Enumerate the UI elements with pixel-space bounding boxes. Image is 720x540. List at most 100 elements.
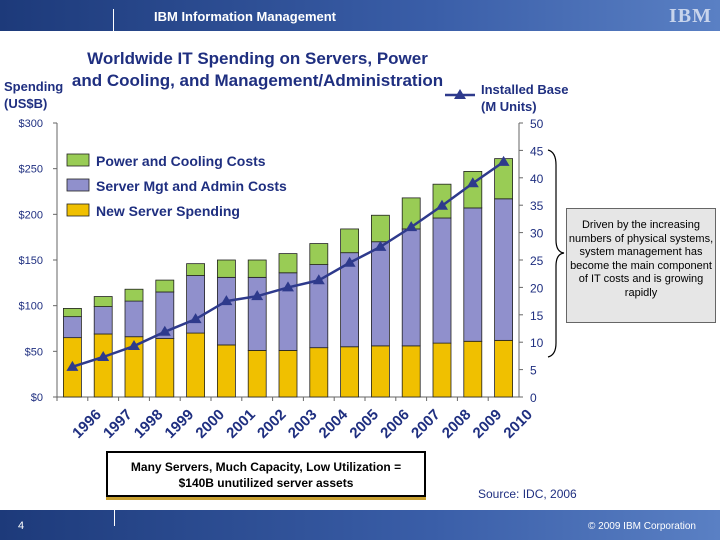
bar-mgt-admin: [63, 316, 82, 339]
bar-power-cooling: [463, 171, 483, 209]
annotation-note: Driven by the increasing numbers of phys…: [566, 208, 716, 323]
x-tick-label: 2003: [285, 406, 321, 442]
installed-base-marker: [282, 281, 294, 292]
legend-swatch: [66, 178, 90, 192]
installed-base-marker: [128, 340, 140, 351]
bar-new-server: [340, 346, 360, 398]
bar-power-cooling: [309, 243, 329, 265]
y-tick-label: $250: [19, 164, 43, 176]
footer-divider: [114, 510, 115, 526]
bar-new-server: [186, 332, 206, 398]
bar-power-cooling: [370, 214, 390, 243]
bar-power-cooling: [93, 296, 113, 307]
installed-base-marker: [497, 155, 510, 166]
x-tick-label: 2008: [439, 406, 475, 442]
bar-power-cooling: [63, 308, 82, 318]
legend-swatch: [66, 203, 90, 217]
y-tick-label: $0: [31, 392, 43, 404]
y-tick-label: $50: [25, 346, 43, 358]
bar-mgt-admin: [494, 198, 514, 341]
x-tick-label: 2000: [192, 406, 228, 442]
x-tick-label: 2006: [377, 406, 413, 442]
bar-new-server: [494, 339, 514, 398]
bar-power-cooling: [247, 259, 267, 278]
x-tick-label: 2010: [500, 406, 536, 442]
bar-mgt-admin: [124, 300, 144, 338]
y-tick-label: $150: [19, 255, 43, 267]
y2-tick-label: 30: [530, 227, 544, 241]
y2-tick-label: 35: [530, 199, 544, 213]
bar-new-server: [93, 333, 113, 398]
legend-swatch: [66, 153, 90, 167]
callout-line2: $140B unutilized server assets: [178, 476, 354, 490]
y2-tick-label: 25: [530, 254, 544, 268]
header-divider: [113, 9, 114, 31]
x-tick-label: 1997: [100, 406, 136, 442]
bar-mgt-admin: [370, 241, 390, 347]
installed-base-marker: [466, 177, 479, 188]
y2-tick-label: 15: [530, 309, 544, 323]
callout-box: Many Servers, Much Capacity, Low Utiliza…: [106, 451, 426, 497]
installed-base-marker: [405, 221, 418, 232]
legend-label: New Server Spending: [96, 203, 240, 219]
header-title: IBM Information Management: [154, 9, 337, 24]
chart-title: Worldwide IT Spending on Servers, Power …: [71, 49, 444, 90]
y-tick-label: $100: [19, 301, 43, 313]
installed-base-marker: [251, 290, 264, 301]
bar-mgt-admin: [216, 276, 236, 346]
brace: [547, 149, 565, 358]
x-tick-label: 2002: [254, 406, 290, 442]
ibm-logo: IBM: [669, 5, 712, 27]
installed-base-marker: [220, 295, 233, 306]
footer-bar: 4 © 2009 IBM Corporation: [0, 510, 720, 540]
bar-new-server: [309, 347, 329, 398]
installed-base-marker: [66, 360, 79, 371]
installed-base-marker: [158, 325, 171, 336]
y2-tick-label: 20: [530, 281, 544, 295]
y-tick-label: $200: [19, 209, 43, 221]
installed-base-marker: [374, 240, 387, 251]
y2-axis-label-line2: (M Units): [481, 99, 537, 114]
installed-base-marker: [343, 256, 356, 267]
bar-mgt-admin: [247, 276, 267, 351]
bar-power-cooling: [278, 253, 298, 274]
y2-tick-label: 45: [530, 144, 544, 158]
bar-new-server: [401, 345, 421, 398]
bar-mgt-admin: [186, 275, 206, 334]
y-axis-label-line1: Spending: [4, 79, 64, 94]
bar-mgt-admin: [432, 217, 452, 344]
y2-tick-label: 0: [530, 391, 537, 405]
bar-new-server: [463, 340, 483, 398]
bar-new-server: [278, 350, 298, 398]
x-tick-label: 2004: [316, 406, 352, 442]
bar-power-cooling: [124, 288, 144, 302]
header-bar: IBM Information Management IBM: [0, 0, 720, 31]
page-number: 4: [18, 520, 25, 532]
x-tick-label: 1998: [131, 406, 167, 442]
y-tick-label: $300: [19, 118, 43, 130]
x-tick-label: 2001: [223, 406, 259, 442]
y2-tick-label: 5: [530, 364, 537, 378]
legend-label: Server Mgt and Admin Costs: [96, 178, 287, 194]
bar-mgt-admin: [401, 228, 421, 347]
y2-axis-label-line1: Installed Base: [481, 82, 569, 97]
bar-power-cooling: [216, 259, 236, 278]
y-axis-label-line2: (US$B): [4, 96, 48, 111]
bar-new-server: [247, 350, 267, 398]
copyright: © 2009 IBM Corporation: [588, 521, 696, 532]
installed-base-marker: [436, 199, 448, 210]
bar-new-server: [155, 338, 175, 398]
callout-line1: Many Servers, Much Capacity, Low Utiliza…: [130, 460, 402, 474]
y2-axis-label: Installed Base (M Units): [481, 81, 568, 115]
source-text: Source: IDC, 2006: [478, 487, 577, 501]
bar-mgt-admin: [93, 306, 113, 335]
bar-power-cooling: [155, 279, 175, 293]
y2-tick-label: 40: [530, 172, 544, 186]
installed-base-marker: [189, 313, 202, 324]
bar-new-server: [216, 344, 236, 398]
x-tick-label: 2009: [470, 406, 506, 442]
y2-tick-label: 10: [530, 336, 544, 350]
bar-new-server: [370, 345, 390, 398]
y2-tick-label: 50: [530, 117, 544, 131]
legend-marker-installed-base: [454, 89, 466, 99]
